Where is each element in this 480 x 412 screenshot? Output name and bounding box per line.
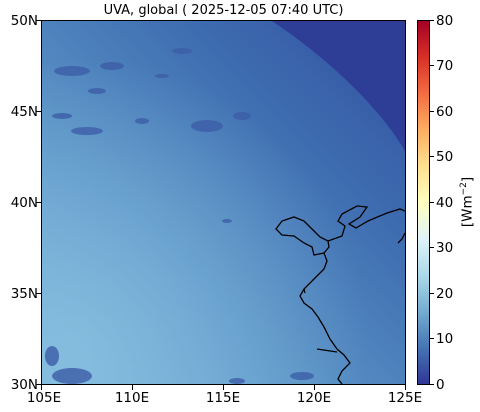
night-terminator-region [272,21,405,151]
uva-map [41,20,406,385]
colorbar-tick-label: 0 [436,377,445,393]
coastline [275,205,405,384]
x-tick-label: 110E [114,390,150,406]
colorbar-tick-label: 60 [436,104,454,120]
colorbar-tick-label: 10 [436,331,454,347]
y-tick-label: 40N [10,195,38,211]
colorbar-tick-label: 50 [436,149,454,165]
y-tick-label: 50N [10,13,38,29]
colorbar-tick-label: 30 [436,240,454,256]
x-tick-label: 115E [205,390,241,406]
x-tick-label: 125E [387,390,423,406]
y-tick-label: 35N [10,286,38,302]
colorbar-tick-label: 20 [436,286,454,302]
colorbar-tick-label: 80 [436,13,454,29]
colorbar [417,20,430,385]
y-tick-label: 45N [10,104,38,120]
x-tick-label: 105E [26,390,62,406]
colorbar-label: [Wm−2] [458,176,476,228]
map-field [42,21,405,384]
map-title: UVA, global ( 2025-12-05 07:40 UTC) [103,3,344,18]
cloud-patches [45,48,314,384]
x-tick-label: 120E [296,390,332,406]
colorbar-tick-label: 40 [436,195,454,211]
colorbar-tick-label: 70 [436,58,454,74]
y-tick-label: 30N [10,377,38,393]
